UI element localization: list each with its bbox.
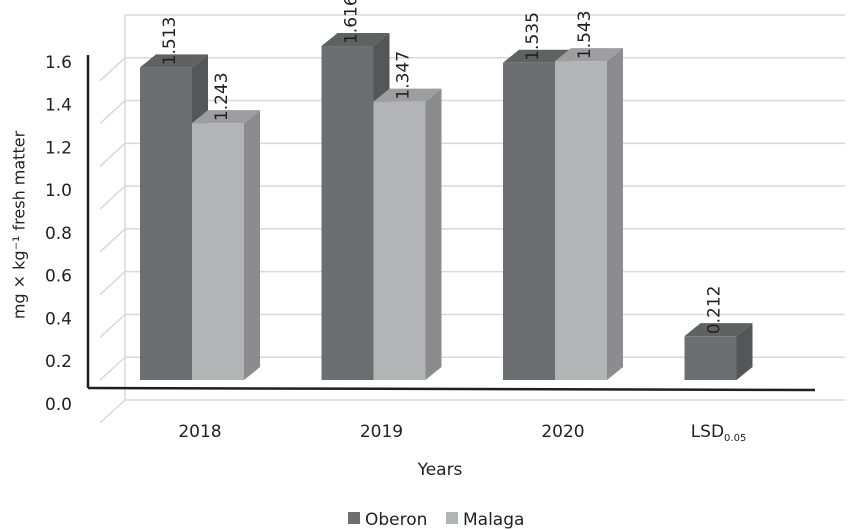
legend-label: Malaga: [463, 510, 524, 530]
bar-top: [321, 33, 390, 47]
x-tick-label: 2019: [360, 422, 403, 442]
x-tick-label: 2020: [541, 422, 584, 442]
bar-top: [373, 88, 442, 102]
bar: [684, 323, 753, 380]
value-label: 1.535: [523, 12, 543, 61]
value-label: 0.212: [705, 286, 725, 335]
bar-front: [192, 123, 244, 380]
value-label: 1.513: [160, 17, 180, 66]
value-label: 1.616: [342, 0, 362, 44]
y-axis-title: mg × kg⁻¹ fresh matter: [10, 130, 29, 319]
category-name: 2020: [541, 422, 584, 442]
bar-side: [736, 323, 753, 380]
bar-top: [503, 49, 571, 63]
bar-front: [555, 61, 607, 380]
legend-label: Oberon: [365, 510, 427, 530]
y-tick-label: 0.8: [45, 224, 72, 244]
x-tick-label: LSD0.05: [691, 422, 747, 444]
y-tick-label: 0.0: [45, 395, 72, 415]
legend-swatch: [348, 512, 360, 524]
bar-top: [192, 110, 260, 124]
bar-front: [503, 62, 555, 381]
bar-top: [555, 48, 623, 62]
y-tick-label: 1.6: [45, 53, 72, 73]
bars: [140, 33, 753, 381]
category-name: 2019: [360, 422, 403, 442]
bar: [192, 110, 260, 380]
bar-side: [244, 110, 260, 380]
value-label: 1.243: [212, 72, 232, 121]
category-name: LSD: [691, 422, 724, 442]
x-axis-title: Years: [417, 460, 463, 480]
category-subscript: 0.05: [724, 433, 746, 444]
value-label: 1.543: [575, 10, 595, 59]
bar-front: [373, 101, 426, 381]
bar-side: [607, 48, 623, 380]
legend-swatch: [446, 512, 458, 524]
value-label: 1.347: [394, 51, 414, 100]
category-name: 2018: [178, 422, 221, 442]
bar: [373, 88, 442, 381]
bar-top: [140, 54, 208, 68]
x-tick-label: 2018: [178, 422, 221, 442]
bar-front: [140, 67, 192, 381]
bar-front: [321, 46, 374, 380]
bar-front: [684, 336, 737, 380]
y-tick-label: 0.6: [45, 267, 72, 287]
y-tick-label: 1.4: [45, 96, 72, 116]
legend: Oberon Malaga: [348, 510, 524, 530]
bar-top: [684, 323, 753, 337]
x-axis: [87, 386, 816, 392]
bar: [555, 48, 623, 380]
y-tick-label: 0.4: [45, 309, 72, 329]
y-tick-label: 1.2: [45, 138, 72, 158]
bar-side: [425, 88, 442, 381]
y-tick-label: 0.2: [45, 352, 72, 372]
y-tick-label: 1.0: [45, 181, 72, 201]
